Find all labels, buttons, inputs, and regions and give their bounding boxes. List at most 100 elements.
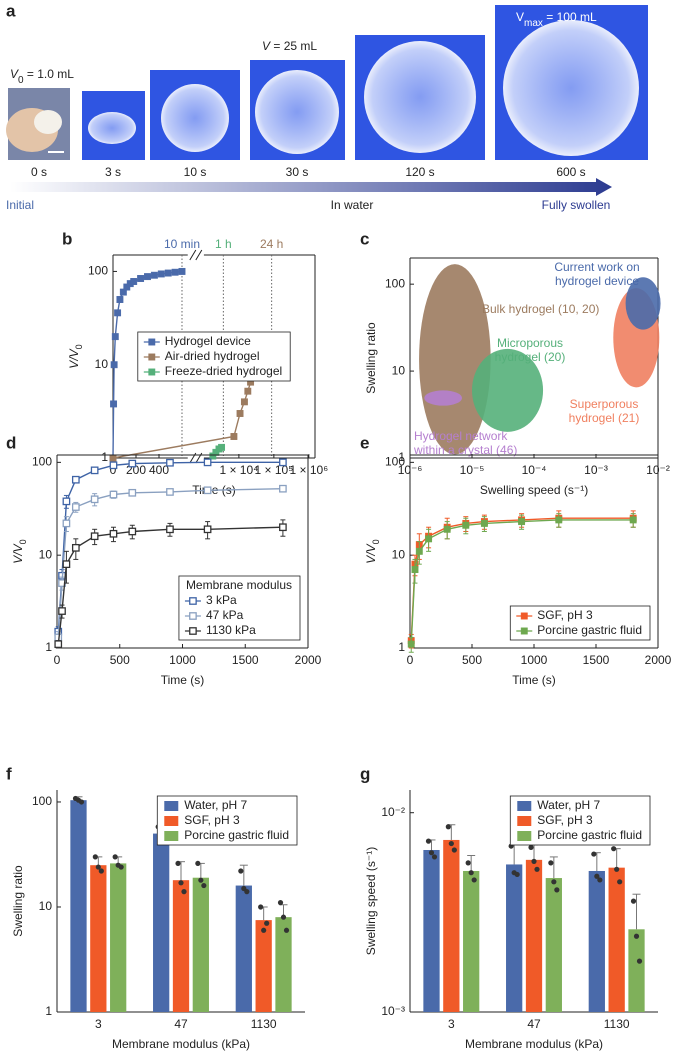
data-point <box>471 877 477 883</box>
y-tick-label: 1 <box>398 450 405 464</box>
marker <box>128 488 137 497</box>
bar <box>275 917 292 1012</box>
marker <box>178 267 186 275</box>
stage-label: Fully swollen <box>542 198 611 212</box>
series-line <box>410 519 634 645</box>
bar <box>545 878 562 1012</box>
marker <box>279 523 287 532</box>
marker <box>62 519 71 528</box>
marker <box>236 410 244 417</box>
legend-box <box>509 605 651 641</box>
marker <box>114 309 122 317</box>
data-point <box>181 889 187 895</box>
marker <box>90 466 99 475</box>
data-point <box>198 877 204 883</box>
marker <box>520 612 528 620</box>
axis-break <box>189 249 197 261</box>
data-point <box>264 920 270 926</box>
gel <box>88 112 136 144</box>
x-tick-label: 47 <box>174 1017 188 1031</box>
data-point <box>554 887 560 893</box>
region <box>472 348 544 432</box>
panel-label: b <box>62 229 72 248</box>
legend-label: Porcine gastric fluid <box>537 623 642 637</box>
y-axis-label: V/V0 <box>364 539 381 563</box>
bar <box>110 863 127 1012</box>
data-point <box>95 864 101 870</box>
series <box>407 513 637 653</box>
marker <box>130 278 138 285</box>
data-point <box>201 882 207 889</box>
data-point <box>448 840 454 847</box>
legend-swatch <box>164 801 179 811</box>
y-tick-label: 100 <box>88 264 108 278</box>
data-point <box>468 870 474 876</box>
legend-box <box>137 331 291 382</box>
legend-label: Water, pH 7 <box>184 798 247 812</box>
error-bar <box>239 864 248 886</box>
series <box>54 484 287 645</box>
marker <box>166 488 174 496</box>
legend-box <box>156 795 298 846</box>
panel-a: V0 = 1.0 mL V = 25 mL Vmax = 100 mL 0 s … <box>6 5 648 212</box>
marker <box>148 368 156 376</box>
bar <box>255 920 272 1012</box>
error-bar <box>632 893 641 930</box>
data-point <box>195 860 201 867</box>
marker <box>189 612 197 620</box>
y-tick-label: 1 <box>398 640 405 654</box>
y-axis-label: V/V0 <box>11 539 28 563</box>
label-part: V/V <box>67 348 81 368</box>
y-tick-label: 10 <box>39 547 53 561</box>
legend-swatch <box>164 816 179 826</box>
data-point <box>112 854 118 860</box>
data-point <box>280 914 287 920</box>
panel-label: f <box>6 764 12 783</box>
data-point <box>611 846 617 852</box>
x-tick-label: 0 <box>110 463 117 477</box>
x-tick-label: 2000 <box>645 653 672 667</box>
legend-title: Membrane modulus <box>186 578 292 592</box>
data-point <box>531 858 537 864</box>
region <box>424 390 463 406</box>
x-axis-label: Membrane modulus (kPa) <box>465 1037 603 1051</box>
marker <box>137 275 145 282</box>
y-tick-label: 1 <box>101 450 108 464</box>
legend-label: SGF, pH 3 <box>537 608 593 622</box>
y-axis-label: Swelling ratio <box>364 322 378 394</box>
bar <box>172 880 190 1012</box>
region-label: Current work on hydrogel device <box>554 260 639 288</box>
marker <box>520 627 528 635</box>
data-point <box>551 879 557 885</box>
data-point <box>594 873 600 879</box>
x-tick-label: 1130 <box>251 1017 277 1031</box>
data-point <box>78 799 85 805</box>
marker <box>110 361 118 369</box>
data-point <box>534 866 540 872</box>
region-label-line: Current work on <box>554 260 639 274</box>
bar <box>153 833 170 1012</box>
marker <box>411 566 419 574</box>
panel-label: c <box>360 229 369 248</box>
bar <box>628 929 645 1012</box>
data-point <box>597 877 603 883</box>
region-label-line: Hydrogel network <box>414 429 508 443</box>
marker <box>71 475 80 484</box>
time-label: 0 s <box>31 165 47 179</box>
marker <box>148 338 156 346</box>
marker <box>128 527 137 536</box>
bar <box>90 865 107 1012</box>
x-tick-label: 10⁻⁴ <box>522 463 547 477</box>
gel <box>255 70 339 154</box>
data-point <box>244 889 250 895</box>
marker <box>71 543 80 552</box>
label-part: 0 <box>18 539 28 544</box>
x-axis-label: Swelling speed (s⁻¹) <box>480 483 588 497</box>
x-tick-label: 500 <box>110 653 130 667</box>
bar <box>235 885 252 1012</box>
legend-label: Water, pH 7 <box>537 798 600 812</box>
legend-swatch <box>517 801 532 811</box>
panel-label: e <box>360 433 369 452</box>
